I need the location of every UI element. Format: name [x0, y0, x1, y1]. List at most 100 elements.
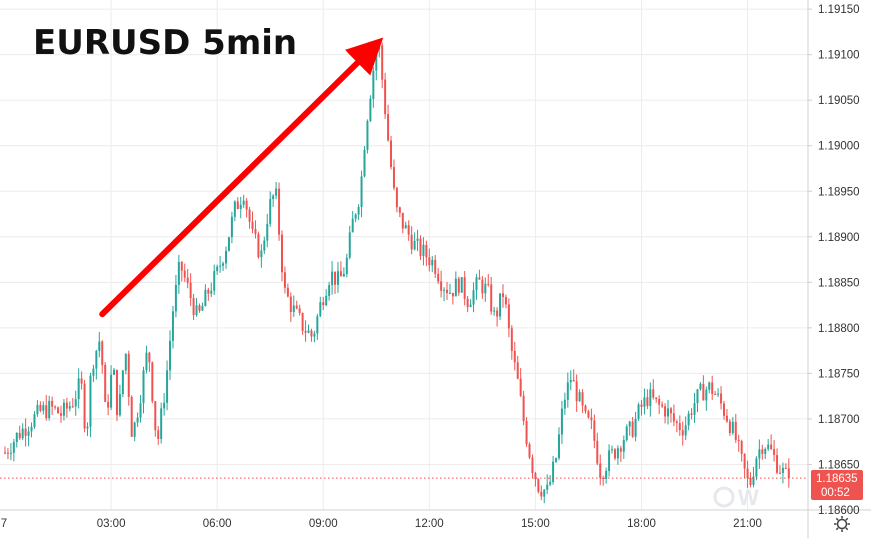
candle-body: [469, 304, 472, 307]
candle-body: [755, 458, 758, 477]
candle-body: [625, 426, 628, 441]
candle-body: [720, 393, 723, 404]
candle-body: [387, 114, 390, 141]
candle-body: [490, 284, 493, 312]
candle-body: [331, 271, 334, 286]
candle-body: [289, 296, 292, 312]
candle-body: [457, 278, 460, 293]
candle-body: [499, 293, 502, 317]
candle-body: [213, 271, 216, 291]
candle-body: [681, 430, 684, 436]
candle-body: [15, 432, 18, 443]
candle-body: [510, 328, 513, 351]
candle-body: [195, 305, 198, 315]
candle-body: [328, 285, 331, 296]
settings-gear-icon[interactable]: [834, 516, 850, 532]
candle-body: [784, 467, 787, 469]
price-tick-label: 1.18950: [818, 186, 860, 198]
price-tick-label: 1.18600: [818, 505, 860, 517]
candle-body: [413, 240, 416, 250]
candle-body: [516, 362, 519, 379]
candle-body: [431, 259, 434, 266]
candle-body: [690, 413, 693, 415]
candle-body: [151, 362, 154, 402]
candle-body: [77, 378, 80, 400]
candle-body: [233, 201, 236, 217]
candle-body: [587, 411, 590, 418]
candle-body: [65, 402, 68, 409]
candle-body: [342, 273, 345, 277]
candle-body: [286, 287, 289, 297]
candle-body: [101, 341, 104, 365]
candle-body: [661, 404, 664, 407]
price-tick-label: 1.18850: [818, 277, 860, 289]
candle-body: [761, 449, 764, 454]
candle-body: [419, 238, 422, 256]
candle-body: [30, 426, 33, 432]
candle-body: [369, 98, 372, 121]
candle-body: [192, 298, 195, 315]
candle-body: [295, 305, 298, 309]
candle-body: [316, 316, 319, 334]
candle-body: [322, 302, 325, 306]
candle-body: [534, 473, 537, 480]
candle-body: [136, 417, 139, 423]
candle-body: [566, 382, 569, 400]
svg-text:W: W: [738, 485, 759, 510]
candle-body: [569, 380, 572, 383]
price-axis[interactable]: 1.19150 1.19100 1.19050 1.19000 1.18950 1.189…: [808, 4, 860, 517]
candle-body: [139, 403, 142, 418]
candle-body: [4, 452, 6, 454]
candle-body: [478, 277, 481, 280]
candle-body: [731, 421, 734, 433]
candle-body: [169, 340, 172, 371]
watermark-logo: W: [713, 485, 759, 510]
candle-body: [463, 277, 466, 299]
candle-body: [307, 330, 310, 333]
candle-body: [702, 383, 705, 401]
time-axis[interactable]: 7 03:00 06:00 09:00 12:00 15:00 18:00 21:00: [1, 518, 762, 530]
candle-body: [219, 265, 222, 267]
candle-body: [142, 370, 145, 404]
candle-body: [372, 70, 375, 99]
candle-body: [92, 368, 95, 376]
price-tick-label: 1.19050: [818, 95, 860, 107]
candle-body: [640, 404, 643, 407]
candle-body: [628, 421, 631, 427]
candle-body: [33, 414, 36, 427]
candle-body: [51, 400, 54, 407]
candle-body: [198, 305, 201, 311]
candle-body: [263, 240, 266, 251]
time-tick-label: 21:00: [733, 518, 762, 530]
candle-body: [227, 237, 230, 251]
candle-body: [501, 293, 504, 297]
candle-body: [12, 442, 15, 453]
candle-body: [584, 405, 587, 412]
price-tag: 1.18635 00:52: [811, 470, 863, 500]
candle-body: [110, 374, 113, 408]
candle-body: [154, 401, 157, 431]
candle-body: [655, 397, 658, 399]
candle-body: [555, 458, 558, 462]
candle-body: [425, 244, 428, 258]
candle-body: [160, 408, 163, 439]
candle-body: [643, 397, 646, 407]
candle-body: [254, 229, 257, 234]
candle-body: [145, 352, 148, 371]
candle-body: [354, 214, 357, 219]
candle-body: [631, 421, 634, 437]
candle-body: [434, 259, 437, 274]
candle-body: [613, 449, 616, 459]
candle-body: [242, 200, 245, 205]
candle-body: [71, 406, 74, 408]
candle-body: [301, 312, 304, 331]
candle-body: [734, 421, 737, 440]
time-tick-label: 03:00: [97, 518, 126, 530]
candle-body: [678, 423, 681, 431]
candle-body: [171, 311, 174, 341]
candle-body: [251, 221, 254, 230]
candle-body: [560, 408, 563, 435]
candle-body: [675, 421, 678, 424]
candle-body: [599, 463, 602, 478]
candle-body: [118, 394, 121, 416]
